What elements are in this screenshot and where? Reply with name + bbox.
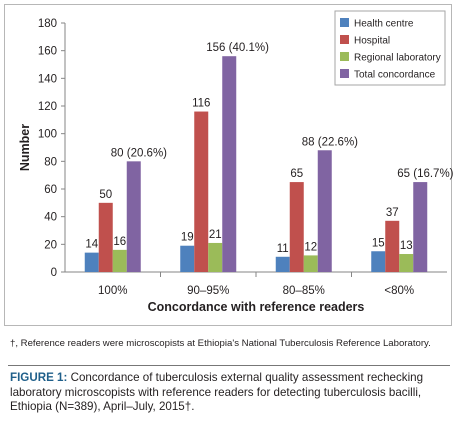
y-tick-label: 40 xyxy=(44,212,57,224)
x-axis-title: Concordance with reference readers xyxy=(148,300,365,314)
bar xyxy=(413,182,428,272)
y-tick-label: 160 xyxy=(38,46,57,58)
data-label: 116 xyxy=(192,98,210,110)
data-label: 65 (16.7%) xyxy=(397,168,453,180)
bar xyxy=(303,255,318,272)
bar xyxy=(371,251,386,272)
bar xyxy=(112,249,127,272)
legend-label: Regional laboratory xyxy=(354,53,441,64)
bar xyxy=(126,161,141,272)
bar xyxy=(317,150,332,272)
bar xyxy=(194,111,209,273)
caption-divider xyxy=(8,365,450,366)
data-label: 19 xyxy=(181,232,194,244)
legend-label: Health centre xyxy=(354,19,414,30)
data-label: 156 (40.1%) xyxy=(206,42,269,54)
data-label: 12 xyxy=(304,241,317,253)
data-label: 88 (22.6%) xyxy=(302,136,358,148)
y-tick-label: 140 xyxy=(38,73,57,85)
data-label: 21 xyxy=(209,229,222,241)
data-label: 15 xyxy=(372,237,385,249)
x-tick-label: 80–85% xyxy=(283,285,325,297)
y-tick-label: 120 xyxy=(38,101,57,113)
x-tick-label: <80% xyxy=(384,285,414,297)
data-label: 13 xyxy=(400,240,413,252)
legend-swatch xyxy=(340,69,349,78)
data-label: 16 xyxy=(113,236,126,248)
y-tick-label: 100 xyxy=(38,129,57,141)
legend-label: Hospital xyxy=(354,36,390,47)
x-tick-label: 100% xyxy=(98,285,127,297)
bar xyxy=(399,254,414,272)
bar xyxy=(180,245,195,272)
data-label: 14 xyxy=(85,239,98,251)
data-label: 50 xyxy=(99,189,112,201)
data-label: 11 xyxy=(277,243,289,255)
figure-footnote: †, Reference readers were microscopists … xyxy=(10,338,431,349)
y-tick-label: 20 xyxy=(44,239,57,251)
caption-label: FIGURE 1: xyxy=(10,371,68,384)
bar xyxy=(84,252,99,272)
y-axis-title: Number xyxy=(18,124,32,171)
bar xyxy=(275,256,290,272)
x-tick-label: 90–95% xyxy=(187,285,229,297)
bar xyxy=(289,182,304,272)
y-tick-label: 180 xyxy=(38,18,57,30)
legend-swatch xyxy=(340,52,349,61)
figure-caption: FIGURE 1: Concordance of tuberculosis ex… xyxy=(10,371,450,415)
bar xyxy=(98,202,113,272)
data-label: 65 xyxy=(290,168,303,180)
legend-swatch xyxy=(340,18,349,27)
data-label: 80 (20.6%) xyxy=(111,147,167,159)
chart-panel: 0 20 40 60 80 100 120 140 160 180 100% 90–95% 80–85%… xyxy=(4,4,453,326)
y-tick-label: 60 xyxy=(44,184,57,196)
legend-swatch xyxy=(340,35,349,44)
bar xyxy=(385,220,400,272)
legend-label: Total concordance xyxy=(354,70,436,81)
y-tick-label: 80 xyxy=(44,156,57,168)
data-label: 37 xyxy=(386,207,399,219)
bar xyxy=(208,242,223,272)
legend-box xyxy=(334,10,446,86)
bar-chart: 0 20 40 60 80 100 120 140 160 180 100% 90–95% 80–85%… xyxy=(18,10,453,314)
bar xyxy=(222,56,237,273)
y-tick-label: 0 xyxy=(51,267,57,279)
caption-text: Concordance of tuberculosis external qua… xyxy=(10,371,424,413)
